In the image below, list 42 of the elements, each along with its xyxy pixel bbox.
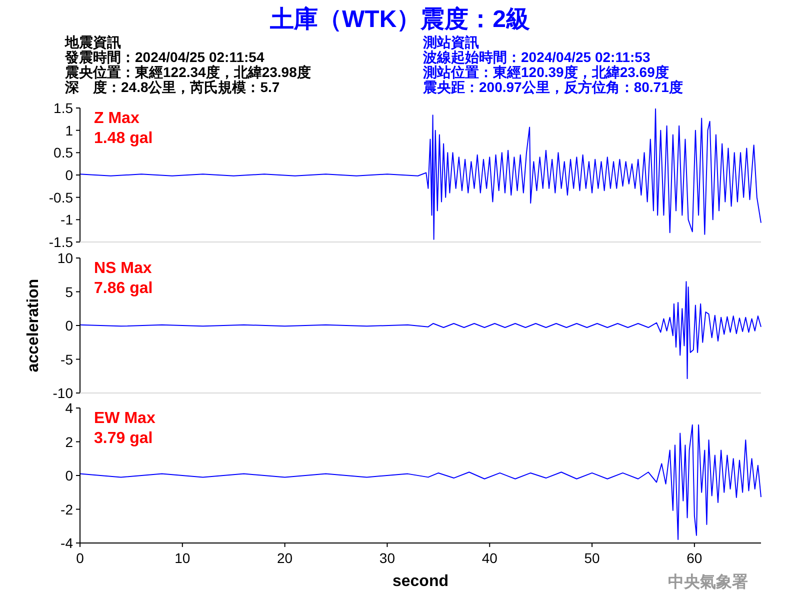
ytick: 0: [65, 167, 73, 183]
ytick: -4: [60, 535, 73, 551]
xtick: 20: [277, 550, 293, 566]
annotation: EW Max: [94, 410, 156, 427]
ytick: -1: [60, 212, 73, 228]
annotation: 震央位置：東經122.34度，北緯23.98度: [65, 64, 311, 80]
xtick: 10: [174, 550, 190, 566]
title: 土庫（WTK）震度：2級: [270, 6, 530, 33]
ytick: 2: [65, 434, 73, 450]
ytick: 4: [65, 400, 73, 416]
xtick: 60: [686, 550, 702, 566]
xtick: 40: [482, 550, 498, 566]
annotation: 深 度：24.8公里，芮氏規模：5.7: [65, 79, 280, 95]
ytick: 0.5: [54, 144, 73, 161]
ytick: 10: [57, 250, 73, 266]
xtick: 50: [584, 550, 600, 566]
annotation: 1.48 gal: [94, 130, 153, 147]
ytick: 1.5: [54, 100, 73, 116]
annotation: Z Max: [94, 110, 140, 127]
ytick: 0: [65, 318, 73, 334]
ytick: 1: [65, 122, 73, 138]
ytick: -0.5: [48, 189, 73, 206]
annotation: NS Max: [94, 260, 152, 277]
ytick: -1.5: [48, 234, 73, 250]
xlabel: second: [392, 573, 448, 590]
annotation: 7.86 gal: [94, 280, 153, 297]
annotation: 地震資訊: [65, 34, 121, 50]
annotation: 測站資訊: [423, 34, 479, 50]
annotation: 波線起始時間：2024/04/25 02:11:53: [423, 49, 650, 65]
annotation: 發震時間：2024/04/25 02:11:54: [65, 49, 264, 65]
xtick: 0: [76, 550, 84, 566]
annotation: 中央氣象署: [668, 572, 748, 591]
ylabel: acceleration: [25, 278, 42, 372]
ytick: 0: [65, 468, 73, 484]
annotation: 測站位置：東經120.39度，北緯23.69度: [423, 64, 669, 80]
ytick: -5: [60, 351, 73, 368]
annotation: 3.79 gal: [94, 430, 153, 447]
ytick: 5: [65, 284, 73, 300]
annotation: 震央距：200.97公里，反方位角：80.71度: [423, 79, 683, 95]
ytick: -2: [60, 501, 73, 518]
ytick: -10: [52, 385, 73, 401]
xtick: 30: [379, 550, 395, 566]
